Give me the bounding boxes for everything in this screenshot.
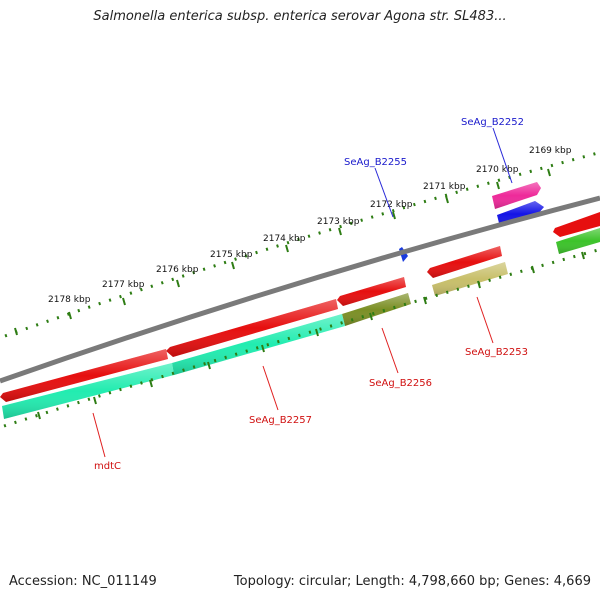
gene-label-seag-b2255: SeAg_B2255: [344, 157, 407, 168]
gene-label-mdtc: mdtC: [94, 461, 121, 472]
tick-label: 2174 kbp: [263, 234, 306, 244]
tick-label: 2172 kbp: [370, 200, 413, 210]
tick-label: 2176 kbp: [156, 265, 199, 275]
tick-label: 2170 kbp: [476, 165, 519, 175]
gene-label-seag-b2257: SeAg_B2257: [249, 415, 312, 426]
connector-seag-b2253: [476, 296, 494, 344]
gene-label-seag-b2252: SeAg_B2252: [461, 117, 524, 128]
outer-major-ticks: [14, 168, 551, 336]
outer-tick-ring: [4, 151, 599, 338]
tick-label: 2175 kbp: [210, 250, 253, 260]
tick-label: 2171 kbp: [423, 182, 466, 192]
gene-label-seag-b2256: SeAg_B2256: [369, 378, 432, 389]
connector-seag-b2257: [262, 365, 279, 411]
map-title: Salmonella enterica subsp. enterica sero…: [93, 9, 507, 24]
tick-label: 2178 kbp: [48, 295, 91, 305]
connector-mdtc: [92, 412, 106, 458]
backbone: [0, 195, 600, 384]
connector-seag-b2256: [381, 327, 399, 374]
red-feature-row: [0, 212, 600, 402]
feature-magenta-shade: [492, 182, 541, 209]
feature-red-right: [553, 212, 600, 237]
accession-text: Accession: NC_011149: [9, 574, 157, 589]
scale-tick-labels: 2169 kbp 2170 kbp 2171 kbp 2172 kbp 2173…: [48, 146, 572, 305]
inner-major-ticks: [37, 251, 585, 420]
tick-label: 2173 kbp: [317, 217, 360, 227]
genome-summary-text: Topology: circular; Length: 4,798,660 bp…: [233, 574, 591, 589]
connector-seag-b2255: [374, 167, 394, 218]
tick-label: 2169 kbp: [529, 146, 572, 156]
lower-feature-row: [2, 228, 600, 419]
connector-seag-b2252: [492, 127, 513, 184]
gene-label-seag-b2253: SeAg_B2253: [465, 347, 528, 358]
tick-label: 2177 kbp: [102, 280, 145, 290]
